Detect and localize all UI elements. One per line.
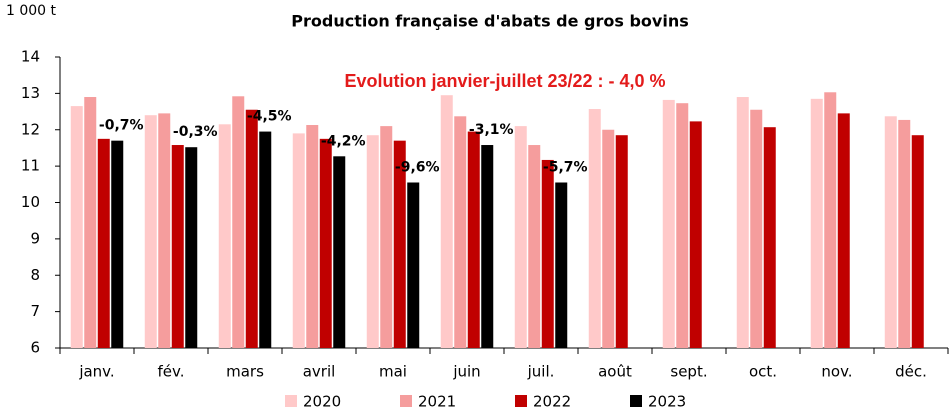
annotation: -4,5% [247,109,292,125]
x-tick-label: mars [226,363,264,381]
bar [259,131,272,348]
bar [185,147,198,348]
bar [824,92,837,348]
bar [763,127,776,348]
bar [306,125,319,349]
y-tick-label: 11 [21,157,40,175]
bar [319,138,332,348]
y-tick-label: 8 [30,266,40,284]
x-tick-label: fév. [158,363,185,381]
legend-swatch [400,395,412,407]
bar [440,95,453,348]
y-tick-label: 9 [30,229,40,247]
bar [588,109,601,348]
y-tick-label: 12 [21,120,40,138]
legend-swatch [630,395,642,407]
legend-swatch [515,395,527,407]
bar [454,116,467,348]
bar [898,119,911,349]
bar [689,121,702,348]
bar [736,97,749,348]
annotation: -3,1% [469,122,514,138]
annotation: -0,3% [173,124,218,140]
bar [111,140,124,348]
bar [750,109,763,349]
bar [514,126,527,348]
bar [171,145,184,348]
x-tick-label: nov. [821,363,852,381]
y-tick-label: 6 [30,339,40,357]
bar [541,159,554,348]
bar [393,140,406,348]
bar [144,115,157,348]
x-tick-label: avril [303,363,336,381]
bar [366,135,379,348]
x-tick-label: déc. [895,363,927,381]
bar [528,145,541,348]
bar [158,113,171,348]
legend-swatch [285,395,297,407]
bar [84,97,97,348]
bar [810,98,823,348]
annotation: -9,6% [395,159,440,175]
bar [615,135,628,348]
x-tick-label: août [598,363,632,381]
bar [232,96,245,348]
bar [245,109,258,349]
bar [555,182,568,348]
y-tick-label: 10 [21,193,40,211]
x-tick-label: janv. [78,363,114,381]
x-tick-label: mai [379,363,407,381]
annotation: -0,7% [99,118,144,134]
bar [602,129,615,348]
bar [662,99,675,348]
legend-label: 2022 [533,393,571,409]
bar [467,131,480,348]
bar [676,103,689,348]
y-tick-label: 13 [21,84,40,102]
bar [70,106,83,348]
legend-label: 2021 [418,393,456,409]
bar [333,156,346,348]
bar [911,135,924,348]
bar [407,182,420,348]
legend-label: 2023 [648,393,686,409]
bar [97,138,110,348]
chart-title: Production française d'abats de gros bov… [291,12,689,31]
x-tick-label: oct. [749,363,777,381]
chart-subtitle: Evolution janvier-juillet 23/22 : - 4,0 … [344,71,665,91]
annotation: -5,7% [543,159,588,175]
y-tick-label: 7 [30,302,40,320]
annotation: -4,2% [321,133,366,149]
bar [481,145,494,348]
x-tick-label: juin [452,363,480,381]
y-tick-label: 14 [21,48,40,66]
bar [837,113,850,348]
x-tick-label: sept. [670,363,707,381]
bar [218,124,231,348]
bar [380,126,393,348]
bar [292,133,305,348]
y-axis-label: 1 000 t [6,3,57,19]
x-tick-label: juil. [527,363,555,381]
bar [884,116,897,348]
legend-label: 2020 [303,393,341,409]
